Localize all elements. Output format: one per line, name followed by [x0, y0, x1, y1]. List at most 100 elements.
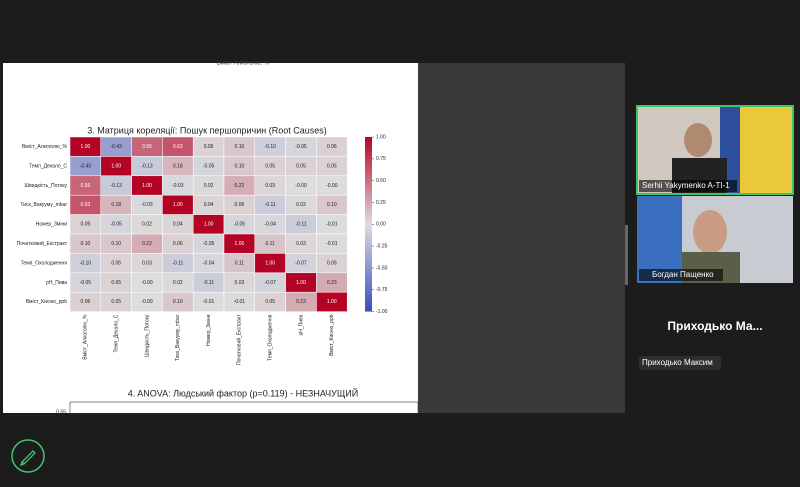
cell-label: 0.10	[81, 241, 91, 247]
cell-label: 0.05	[265, 299, 275, 305]
cell-label: 0.63	[173, 144, 183, 150]
cell-label: 0.03	[296, 241, 306, 247]
shared-screen-empty	[418, 63, 625, 413]
cell-label: -0.07	[264, 280, 276, 286]
cell-label: 1.00	[173, 202, 183, 208]
cell-label: -0.43	[80, 163, 92, 169]
cell-label: 0.03	[142, 260, 152, 266]
participant-name: Serhii Yakymenko A-TI-1	[642, 181, 730, 190]
colorbar-tick-label: 0.00	[376, 222, 386, 228]
colorbar-tick-label: -0.75	[376, 287, 388, 293]
cell-label: -0.01	[203, 299, 215, 305]
scrollbar	[625, 225, 628, 285]
chart-title: 3. Матриця кореляції: Пошук першопричин …	[87, 125, 327, 135]
cell-label: 0.06	[81, 299, 91, 305]
cell-label: 0.10	[235, 163, 245, 169]
cell-label: 1.00	[111, 163, 121, 169]
cell-label: -0.01	[326, 241, 338, 247]
y-tick-label: Темп_Декало_С	[29, 163, 67, 169]
cell-label: 0.10	[173, 299, 183, 305]
x-tick-label: Тиск_Вакууму_mbar	[175, 314, 181, 361]
cell-label: -0.01	[326, 222, 338, 228]
cell-label: -0.03	[141, 202, 153, 208]
clipped-label: Вміст Алкоголю, %	[217, 61, 270, 67]
y-tick-label: Швидкість_Потоку	[25, 183, 68, 189]
pen-icon	[19, 450, 36, 467]
cell-label: -0.05	[234, 222, 246, 228]
cell-label: 0.23	[296, 299, 306, 305]
name-bg	[639, 180, 737, 192]
cell-label: 1.00	[204, 222, 214, 228]
cell-label: 0.55	[142, 144, 152, 150]
x-tick-label: pH_Пива	[298, 314, 304, 335]
cell-label: 0.03	[235, 280, 245, 286]
cell-label: 0.18	[173, 163, 183, 169]
cell-label: 0.22	[235, 183, 245, 189]
cell-label: 0.05	[111, 299, 121, 305]
cell-label: -0.05	[110, 222, 122, 228]
participant-name: Богдан Пащенко	[652, 270, 714, 279]
cell-label: 0.05	[265, 163, 275, 169]
cell-label: -0.00	[326, 183, 338, 189]
cell-label: 0.11	[266, 241, 276, 247]
y-tick-label: Вміст_Кисню_ppb	[26, 299, 67, 305]
cell-label: -0.04	[203, 260, 215, 266]
cell-label: 0.05	[204, 144, 214, 150]
cell-label: -0.00	[141, 280, 153, 286]
cell-label: 0.18	[111, 202, 121, 208]
cell-label: 0.02	[142, 222, 152, 228]
cell-label: -0.43	[110, 144, 122, 150]
y-tick-label: Вміст_Алкоголю_%	[22, 144, 68, 150]
colorbar-tick-label: 0.25	[376, 200, 386, 206]
x-tick-label: Темп_Декало_С	[114, 314, 120, 352]
cell-label: -0.03	[172, 183, 184, 189]
cell-label: 0.03	[265, 183, 275, 189]
cell-label: 1.00	[296, 280, 306, 286]
participant-name: Приходько Максим	[642, 358, 713, 367]
cell-label: 0.06	[173, 241, 183, 247]
cell-label: -0.10	[80, 260, 92, 266]
cell-label: 0.23	[327, 280, 337, 286]
flag	[740, 107, 792, 193]
cell-label: 1.00	[327, 299, 337, 305]
cell-label: -0.11	[172, 260, 183, 266]
tile-name: Приходько Ма...	[667, 319, 762, 333]
colorbar-tick-label: 1.00	[376, 134, 386, 140]
name-bg	[639, 356, 721, 370]
anova-title: 4. ANOVA: Людський фактор (p=0.119) - НЕ…	[128, 387, 358, 398]
colorbar-tick-label: 0.75	[376, 156, 386, 162]
y-tick-label: Початковий_Екстракт	[17, 240, 68, 247]
cell-label: -0.10	[264, 144, 276, 150]
cell-label: 1.00	[235, 241, 245, 247]
y-tick-label: Тиск_Вакууму_mbar	[20, 202, 67, 208]
cell-label: 0.10	[111, 241, 121, 247]
anova-axes	[69, 401, 419, 415]
cell-label: 0.05	[111, 260, 121, 266]
colorbar	[365, 137, 372, 312]
colorbar-tick-label: -1.00	[376, 309, 388, 315]
cell-label: 1.00	[265, 260, 275, 266]
cell-label: 0.11	[235, 260, 245, 266]
cell-label: -0.00	[295, 183, 307, 189]
cell-label: 0.05	[327, 260, 337, 266]
cell-label: 0.05	[81, 222, 91, 228]
cell-label: -0.00	[141, 299, 153, 305]
cell-label: -0.13	[141, 163, 153, 169]
cell-label: -0.11	[203, 280, 214, 286]
cell-label: 0.05	[296, 163, 306, 169]
x-tick-label: Темп_Охолодження	[268, 314, 274, 361]
cell-label: -0.05	[295, 144, 307, 150]
x-tick-label: Вміст_Кисню_ppb	[329, 314, 335, 355]
y-tick-label: pH_Пива	[46, 280, 67, 286]
y-tick-label: Номер_Зміни	[36, 222, 68, 228]
cell-label: -0.07	[295, 260, 307, 266]
background-screen	[637, 196, 682, 283]
person	[684, 123, 712, 157]
cell-label: 0.22	[142, 241, 152, 247]
cell-label: 0.10	[235, 144, 245, 150]
cell-label: 0.05	[111, 280, 121, 286]
x-tick-label: Номер_Зміни	[206, 314, 212, 346]
cell-label: 1.00	[81, 144, 91, 150]
colorbar-tick-label: 0.50	[376, 178, 386, 184]
